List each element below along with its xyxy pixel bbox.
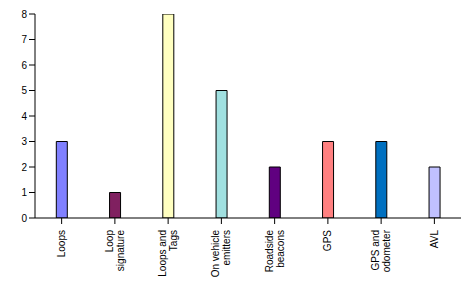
- svg-text:1: 1: [21, 187, 27, 198]
- svg-text:On vehicleemitters: On vehicleemitters: [210, 230, 232, 278]
- svg-text:3: 3: [21, 136, 27, 147]
- svg-text:7: 7: [21, 34, 27, 45]
- svg-text:5: 5: [21, 85, 27, 96]
- svg-text:6: 6: [21, 60, 27, 71]
- svg-text:Loops andTags: Loops andTags: [157, 230, 179, 277]
- svg-text:Roadsidebeacons: Roadsidebeacons: [264, 230, 286, 273]
- svg-text:8: 8: [21, 9, 27, 20]
- svg-text:Loops: Loops: [56, 230, 67, 257]
- svg-text:0: 0: [21, 213, 27, 224]
- svg-text:Loopsignature: Loopsignature: [104, 230, 126, 272]
- svg-text:2: 2: [21, 162, 27, 173]
- svg-text:GPS: GPS: [322, 230, 333, 251]
- svg-text:GPS andodometer: GPS andodometer: [370, 229, 392, 272]
- svg-text:4: 4: [21, 111, 27, 122]
- svg-text:AVL: AVL: [429, 230, 440, 249]
